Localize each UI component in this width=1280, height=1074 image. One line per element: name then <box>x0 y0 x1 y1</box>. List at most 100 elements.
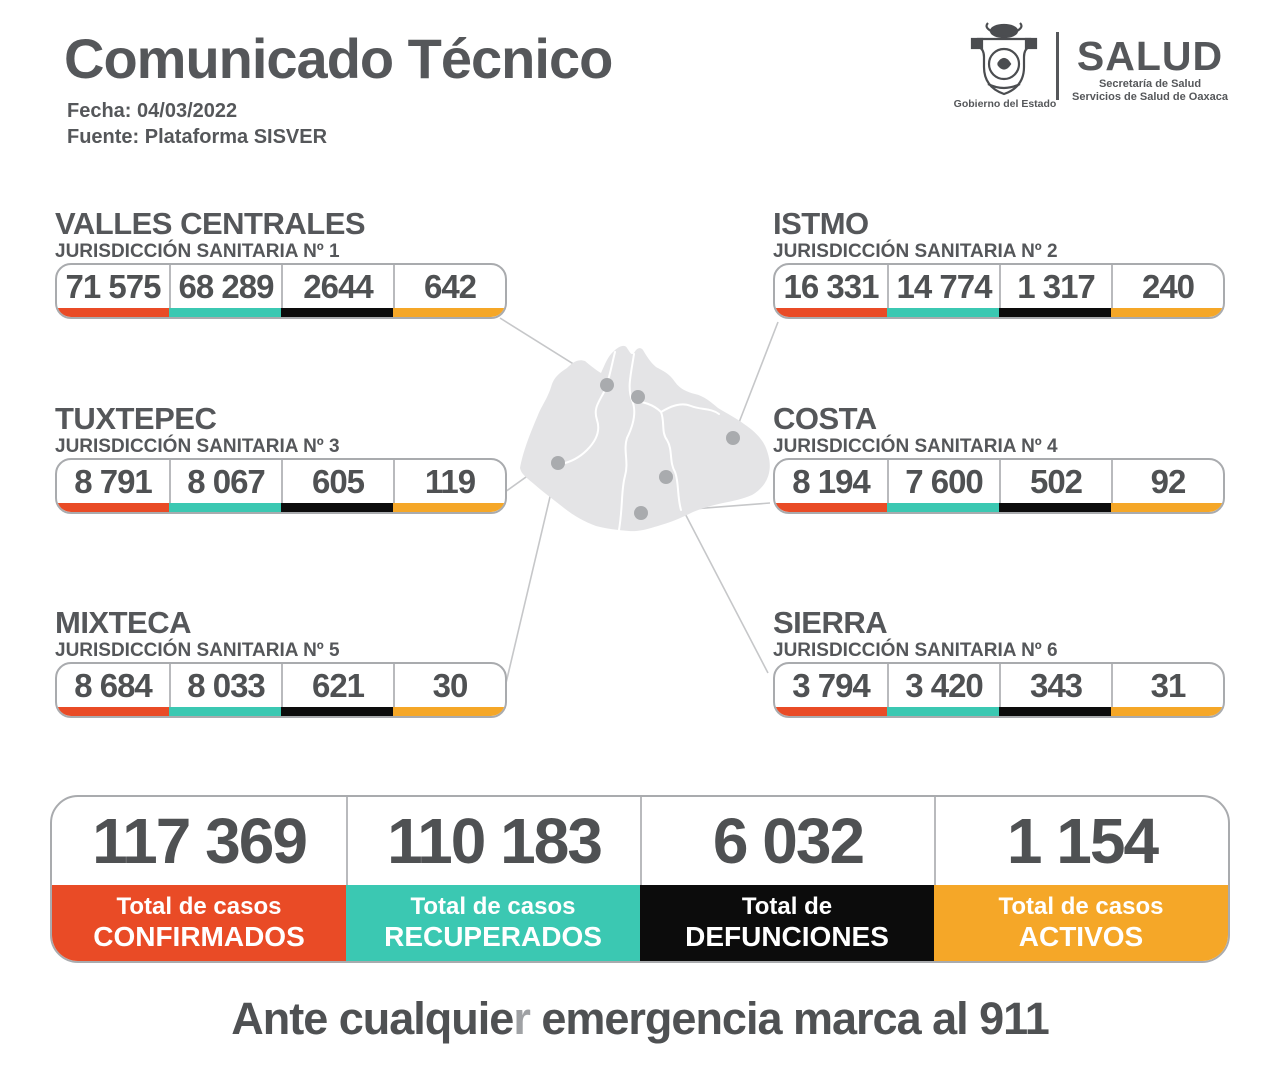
stat-cell-confirmed: 3 794 <box>775 664 887 716</box>
stat-cell-recovered: 7 600 <box>887 460 999 512</box>
recovered-value: 3 420 <box>887 664 999 707</box>
region-block-istmo: ISTMO JURISDICCIÓN SANITARIA Nº 2 16 331… <box>773 207 1225 319</box>
map-marker-tuxtepec <box>631 390 645 404</box>
deaths-color-bar <box>281 707 393 716</box>
deaths-color-bar <box>281 308 393 317</box>
region-title: MIXTECA <box>55 605 192 640</box>
crest-caption: Gobierno del Estado <box>953 98 1057 110</box>
logo-subtitle-1: Secretaría de Salud <box>1098 78 1202 90</box>
active-color-bar <box>1111 308 1223 317</box>
confirmed-color-bar <box>775 503 887 512</box>
total-active-column: 1 154 Total de casos ACTIVOS <box>934 797 1228 961</box>
stat-cell-confirmed: 16 331 <box>775 265 887 317</box>
region-stats-table: 3 794 3 420 343 31 <box>773 662 1225 718</box>
total-deaths-column: 6 032 Total de DEFUNCIONES <box>640 797 934 961</box>
emergency-message-part1: Ante cualquie <box>231 993 514 1044</box>
total-confirmed-label-band: Total de casos CONFIRMADOS <box>52 885 346 961</box>
recovered-color-bar <box>169 707 281 716</box>
stat-cell-active: 240 <box>1111 265 1223 317</box>
region-jurisdiction: JURISDICCIÓN SANITARIA Nº 2 <box>773 241 1058 262</box>
connector-mixteca <box>501 462 559 701</box>
stat-cell-confirmed: 8 684 <box>57 664 169 716</box>
deaths-value: 343 <box>999 664 1111 707</box>
connector-valles-centrales <box>499 317 608 386</box>
total-recovered-value: 110 183 <box>346 797 640 885</box>
emergency-message-part2: r <box>513 993 530 1044</box>
stat-cell-deaths: 2644 <box>281 265 393 317</box>
active-value: 240 <box>1111 265 1223 308</box>
active-color-bar <box>393 707 505 716</box>
active-value: 119 <box>393 460 505 503</box>
stat-cell-active: 642 <box>393 265 505 317</box>
salud-logo: Gobierno del Estado SALUD Secretaría de … <box>952 18 1252 128</box>
region-stats-table: 16 331 14 774 1 317 240 <box>773 263 1225 319</box>
region-block-valles-centrales: VALLES CENTRALES JURISDICCIÓN SANITARIA … <box>55 207 507 319</box>
stat-cell-deaths: 343 <box>999 664 1111 716</box>
totals-summary-bar: 117 369 Total de casos CONFIRMADOS 110 1… <box>50 795 1230 963</box>
connector-tuxtepec <box>504 396 639 493</box>
stat-cell-deaths: 605 <box>281 460 393 512</box>
recovered-value: 8 033 <box>169 664 281 707</box>
stat-cell-deaths: 621 <box>281 664 393 716</box>
state-crest-icon <box>970 22 1038 96</box>
deaths-color-bar <box>999 707 1111 716</box>
stat-cell-deaths: 502 <box>999 460 1111 512</box>
total-label-line2: ACTIVOS <box>1018 921 1144 952</box>
stat-cell-active: 92 <box>1111 460 1223 512</box>
region-block-tuxtepec: TUXTEPEC JURISDICCIÓN SANITARIA Nº 3 8 7… <box>55 402 507 514</box>
total-recovered-column: 110 183 Total de casos RECUPERADOS <box>346 797 640 961</box>
recovered-value: 8 067 <box>169 460 281 503</box>
active-value: 642 <box>393 265 505 308</box>
stat-cell-confirmed: 8 194 <box>775 460 887 512</box>
logo-divider <box>1056 32 1059 100</box>
stat-cell-active: 30 <box>393 664 505 716</box>
total-label-line2: RECUPERADOS <box>384 921 602 952</box>
map-marker-mixteca <box>551 456 565 470</box>
confirmed-value: 3 794 <box>792 666 871 704</box>
recovered-color-bar <box>887 503 999 512</box>
region-stats-table: 71 575 68 289 2644 642 <box>55 263 507 319</box>
total-deaths-label-band: Total de DEFUNCIONES <box>640 885 934 961</box>
deaths-value: 2644 <box>281 265 393 308</box>
region-jurisdiction: JURISDICCIÓN SANITARIA Nº 6 <box>773 640 1058 661</box>
deaths-value: 605 <box>281 460 393 503</box>
active-color-bar <box>1111 707 1223 716</box>
region-title: COSTA <box>773 401 877 436</box>
total-recovered-label-band: Total de casos RECUPERADOS <box>346 885 640 961</box>
active-color-bar <box>393 503 505 512</box>
region-block-mixteca: MIXTECA JURISDICCIÓN SANITARIA Nº 5 8 68… <box>55 606 507 718</box>
region-title: SIERRA <box>773 605 888 640</box>
logo-brand: SALUD <box>1076 33 1224 79</box>
page-title: Comunicado Técnico <box>64 27 613 90</box>
deaths-value: 502 <box>999 460 1111 503</box>
deaths-color-bar <box>281 503 393 512</box>
active-color-bar <box>1111 503 1223 512</box>
confirmed-value: 8 791 <box>74 462 153 500</box>
recovered-value: 7 600 <box>887 460 999 503</box>
active-color-bar <box>393 308 505 317</box>
stat-cell-recovered: 68 289 <box>169 265 281 317</box>
region-block-costa: COSTA JURISDICCIÓN SANITARIA Nº 4 8 194 … <box>773 402 1225 514</box>
region-jurisdiction: JURISDICCIÓN SANITARIA Nº 4 <box>773 436 1058 457</box>
total-label-line2: DEFUNCIONES <box>685 921 889 952</box>
date-label: Fecha: 04/03/2022 <box>67 100 238 122</box>
logo-subtitle-2: Servicios de Salud de Oaxaca <box>1072 91 1228 103</box>
region-title: ISTMO <box>773 206 869 241</box>
total-deaths-value: 6 032 <box>640 797 934 885</box>
oaxaca-map <box>520 345 770 532</box>
confirmed-value: 71 575 <box>65 267 162 305</box>
region-jurisdiction: JURISDICCIÓN SANITARIA Nº 1 <box>55 241 340 262</box>
confirmed-value: 8 194 <box>792 462 871 500</box>
stat-cell-confirmed: 71 575 <box>57 265 169 317</box>
deaths-value: 1 317 <box>999 265 1111 308</box>
region-stats-table: 8 684 8 033 621 30 <box>55 662 507 718</box>
region-stats-table: 8 791 8 067 605 119 <box>55 458 507 514</box>
total-label-line1: Total de <box>741 893 833 920</box>
total-label-line1: Total de casos <box>410 893 576 920</box>
region-jurisdiction: JURISDICCIÓN SANITARIA Nº 3 <box>55 436 340 457</box>
oaxaca-district-borders <box>560 351 720 531</box>
stat-cell-recovered: 14 774 <box>887 265 999 317</box>
connector-costa <box>640 502 771 514</box>
recovered-value: 68 289 <box>169 265 281 308</box>
confirmed-color-bar <box>57 308 169 317</box>
